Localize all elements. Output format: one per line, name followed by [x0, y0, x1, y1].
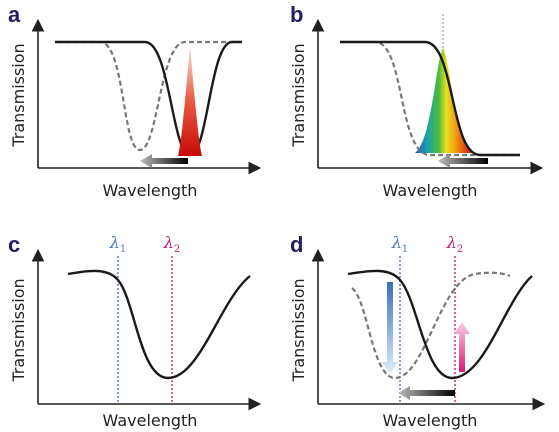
shift-arrow — [140, 154, 188, 168]
panel-label: d — [290, 232, 303, 257]
decrease-arrow — [382, 282, 398, 374]
increase-arrow — [454, 322, 470, 372]
lambda-symbol: λ — [391, 233, 402, 252]
lambda-symbol: λ — [109, 233, 120, 252]
panel-d: d Transmission Wavelength λ1 λ2 — [289, 232, 546, 430]
spectrum-peak — [415, 48, 472, 153]
curve-dashed — [58, 40, 240, 152]
x-axis-label: Wavelength — [103, 411, 198, 430]
y-axis-label: Transmission — [289, 43, 308, 147]
spectrum-peak — [178, 46, 202, 156]
lambda-label: λ1 — [109, 233, 127, 255]
x-axis-label: Wavelength — [383, 181, 478, 200]
lambda-subscript: 2 — [457, 244, 463, 255]
curve-dashed — [340, 40, 520, 157]
y-axis-label: Transmission — [289, 278, 308, 382]
lambda-subscript: 2 — [174, 244, 180, 255]
curve-solid — [347, 269, 533, 380]
panel-label: c — [8, 232, 20, 257]
lambda-label: λ2 — [446, 233, 464, 255]
shift-arrow — [438, 154, 488, 168]
lambda-label: λ2 — [163, 233, 181, 255]
lambda-symbol: λ — [446, 233, 457, 252]
panel-label: a — [8, 2, 21, 27]
panel-a: a Transmission Wavelength — [8, 2, 262, 200]
lambda-symbol: λ — [163, 233, 174, 252]
panel-c: c Transmission Wavelength λ1 λ2 — [8, 232, 262, 430]
lambda-subscript: 1 — [402, 244, 408, 255]
y-axis-label: Transmission — [9, 43, 28, 147]
x-axis-label: Wavelength — [103, 181, 198, 200]
x-axis-label: Wavelength — [383, 411, 478, 430]
panel-label: b — [290, 2, 303, 27]
curve-dashed — [351, 271, 511, 380]
lambda-subscript: 1 — [120, 244, 126, 255]
y-axis-label: Transmission — [9, 278, 28, 382]
panel-b: b Transmission Wavelength — [289, 2, 544, 200]
curve-solid — [340, 40, 520, 157]
shift-arrow — [398, 386, 455, 400]
lambda-label: λ1 — [391, 233, 409, 255]
curve-solid — [67, 269, 251, 380]
